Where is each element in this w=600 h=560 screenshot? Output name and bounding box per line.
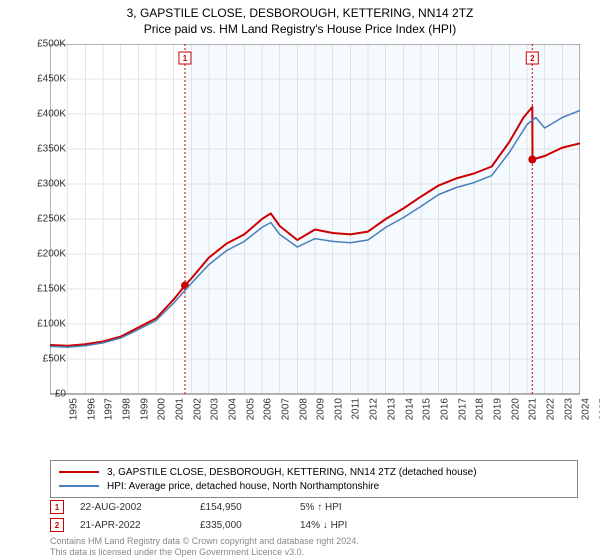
y-tick-label: £0	[55, 389, 66, 400]
legend-row-price-paid: 3, GAPSTILE CLOSE, DESBOROUGH, KETTERING…	[59, 465, 569, 479]
x-tick-label: 2001	[174, 398, 185, 420]
y-tick-label: £200K	[37, 249, 66, 260]
x-tick-label: 2003	[210, 398, 221, 420]
x-tick-label: 2007	[280, 398, 291, 420]
sale-marker-2-label: 2	[55, 521, 59, 530]
sale-date-1: 22-AUG-2002	[80, 502, 200, 513]
legend-label-hpi: HPI: Average price, detached house, Nort…	[107, 481, 379, 492]
chart-title-line2: Price paid vs. HM Land Registry's House …	[0, 22, 600, 36]
sale-marker-2: 2	[50, 518, 64, 532]
legend-row-hpi: HPI: Average price, detached house, Nort…	[59, 479, 569, 493]
sale-marker-1: 1	[50, 500, 64, 514]
y-tick-label: £300K	[37, 179, 66, 190]
x-tick-label: 1998	[121, 398, 132, 420]
x-tick-label: 1995	[68, 398, 79, 420]
sale-diff-1: 5% ↑ HPI	[300, 502, 400, 513]
y-tick-label: £450K	[37, 74, 66, 85]
x-tick-label: 2015	[422, 398, 433, 420]
y-tick-label: £50K	[43, 354, 66, 365]
x-tick-label: 2010	[333, 398, 344, 420]
y-tick-label: £250K	[37, 214, 66, 225]
x-tick-label: 2014	[404, 398, 415, 420]
attribution: Contains HM Land Registry data © Crown c…	[50, 536, 359, 558]
x-tick-label: 2020	[510, 398, 521, 420]
x-tick-label: 2023	[563, 398, 574, 420]
x-tick-label: 2011	[350, 398, 361, 420]
x-tick-label: 2006	[263, 398, 274, 420]
x-tick-label: 2004	[227, 398, 238, 420]
sale-marker-1-label: 1	[55, 503, 59, 512]
x-tick-label: 1997	[104, 398, 115, 420]
x-tick-label: 1996	[86, 398, 97, 420]
x-tick-label: 2016	[439, 398, 450, 420]
y-tick-label: £500K	[37, 39, 66, 50]
legend-box: 3, GAPSTILE CLOSE, DESBOROUGH, KETTERING…	[50, 460, 578, 498]
sale-diff-2: 14% ↓ HPI	[300, 520, 400, 531]
legend-swatch-hpi	[59, 485, 99, 487]
sale-price-2: £335,000	[200, 520, 300, 531]
svg-text:2: 2	[530, 54, 535, 63]
chart-container: 3, GAPSTILE CLOSE, DESBOROUGH, KETTERING…	[0, 0, 600, 560]
sale-price-1: £154,950	[200, 502, 300, 513]
title-block: 3, GAPSTILE CLOSE, DESBOROUGH, KETTERING…	[0, 0, 600, 36]
attribution-line1: Contains HM Land Registry data © Crown c…	[50, 536, 359, 547]
sale-date-2: 21-APR-2022	[80, 520, 200, 531]
legend-label-price-paid: 3, GAPSTILE CLOSE, DESBOROUGH, KETTERING…	[107, 467, 477, 478]
x-tick-label: 2002	[192, 398, 203, 420]
x-tick-label: 2024	[581, 398, 592, 420]
attribution-line2: This data is licensed under the Open Gov…	[50, 547, 359, 558]
chart-area: 12	[50, 44, 580, 424]
x-tick-label: 2012	[369, 398, 380, 420]
x-tick-label: 2005	[245, 398, 256, 420]
sale-row-1: 1 22-AUG-2002 £154,950 5% ↑ HPI	[50, 500, 578, 514]
chart-title-line1: 3, GAPSTILE CLOSE, DESBOROUGH, KETTERING…	[0, 6, 600, 20]
x-tick-label: 2009	[316, 398, 327, 420]
x-tick-label: 2018	[475, 398, 486, 420]
y-tick-label: £400K	[37, 109, 66, 120]
y-tick-label: £100K	[37, 319, 66, 330]
x-tick-label: 2017	[457, 398, 468, 420]
x-tick-label: 2021	[528, 398, 539, 420]
x-tick-label: 2022	[545, 398, 556, 420]
x-tick-label: 1999	[139, 398, 150, 420]
sale-row-2: 2 21-APR-2022 £335,000 14% ↓ HPI	[50, 518, 578, 532]
x-tick-label: 2019	[492, 398, 503, 420]
svg-text:1: 1	[183, 54, 188, 63]
y-tick-label: £350K	[37, 144, 66, 155]
chart-svg: 12	[50, 44, 580, 424]
x-tick-label: 2013	[386, 398, 397, 420]
x-tick-label: 2000	[157, 398, 168, 420]
legend-swatch-price-paid	[59, 471, 99, 473]
y-tick-label: £150K	[37, 284, 66, 295]
x-tick-label: 2008	[298, 398, 309, 420]
